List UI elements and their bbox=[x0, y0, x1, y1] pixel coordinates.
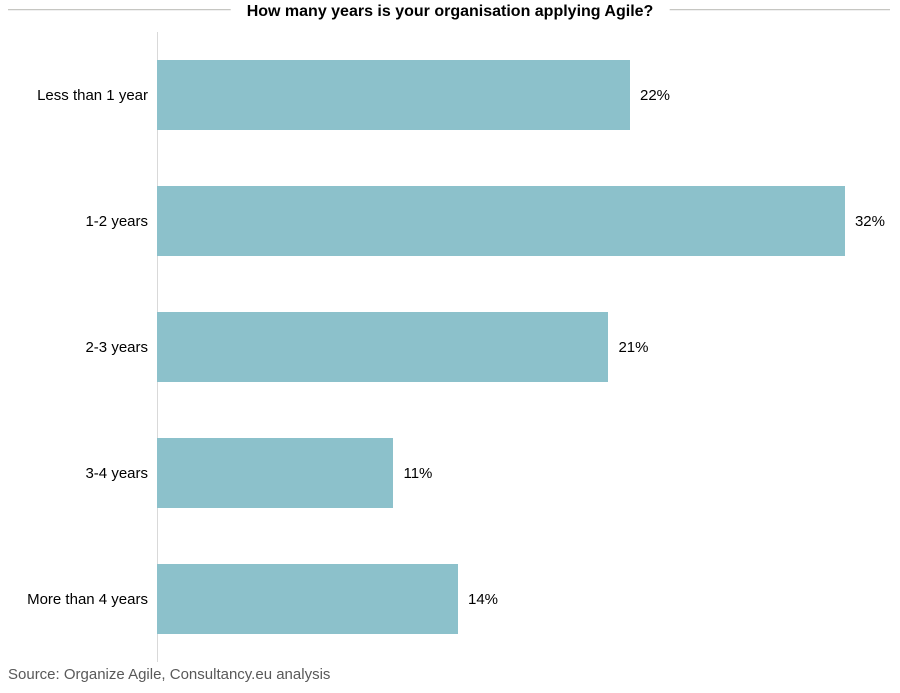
bar-area: 32% bbox=[157, 158, 900, 284]
value-label: 32% bbox=[854, 212, 885, 230]
value-label: 11% bbox=[403, 464, 433, 482]
chart-title: How many years is your organisation appl… bbox=[230, 2, 670, 22]
chart-row: 1-2 years 32% bbox=[0, 158, 900, 284]
bar bbox=[157, 312, 609, 382]
category-label: Less than 1 year bbox=[37, 86, 148, 104]
value-label: 21% bbox=[618, 338, 649, 356]
value-label: 22% bbox=[639, 86, 671, 104]
category-label: More than 4 years bbox=[27, 590, 148, 608]
bar bbox=[157, 438, 394, 508]
source-note: Source: Organize Agile, Consultancy.eu a… bbox=[8, 666, 331, 683]
chart-row: More than 4 years 14% bbox=[0, 536, 900, 662]
bar-chart: Less than 1 year 22% 1-2 years 32% 2-3 years… bbox=[0, 32, 900, 662]
category-label: 3-4 years bbox=[85, 464, 148, 482]
chart-row: 3-4 years 11% bbox=[0, 410, 900, 536]
category-label: 2-3 years bbox=[85, 338, 148, 356]
bar-area: 22% bbox=[157, 32, 900, 158]
chart-row: 2-3 years 21% bbox=[0, 284, 900, 410]
bar-area: 14% bbox=[157, 536, 900, 662]
bar-area: 21% bbox=[157, 284, 900, 410]
bar bbox=[157, 60, 630, 130]
bar bbox=[157, 186, 845, 256]
value-label: 14% bbox=[467, 590, 499, 608]
bar-area: 11% bbox=[157, 410, 900, 536]
bar bbox=[157, 564, 458, 634]
category-label: 1-2 years bbox=[85, 212, 148, 230]
bar-rows: Less than 1 year 22% 1-2 years 32% 2-3 years… bbox=[0, 32, 900, 662]
chart-row: Less than 1 year 22% bbox=[0, 32, 900, 158]
